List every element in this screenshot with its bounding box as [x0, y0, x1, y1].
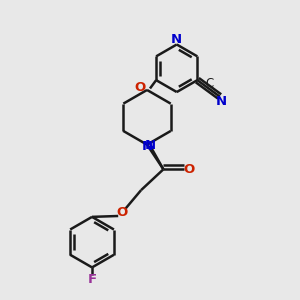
- Text: N: N: [216, 95, 227, 108]
- Text: C: C: [206, 77, 214, 90]
- Text: F: F: [88, 273, 97, 286]
- Text: N: N: [142, 140, 153, 153]
- Text: O: O: [184, 163, 195, 176]
- Text: O: O: [135, 81, 146, 94]
- Text: N: N: [171, 33, 182, 46]
- Text: O: O: [116, 206, 128, 219]
- Text: N: N: [144, 139, 156, 152]
